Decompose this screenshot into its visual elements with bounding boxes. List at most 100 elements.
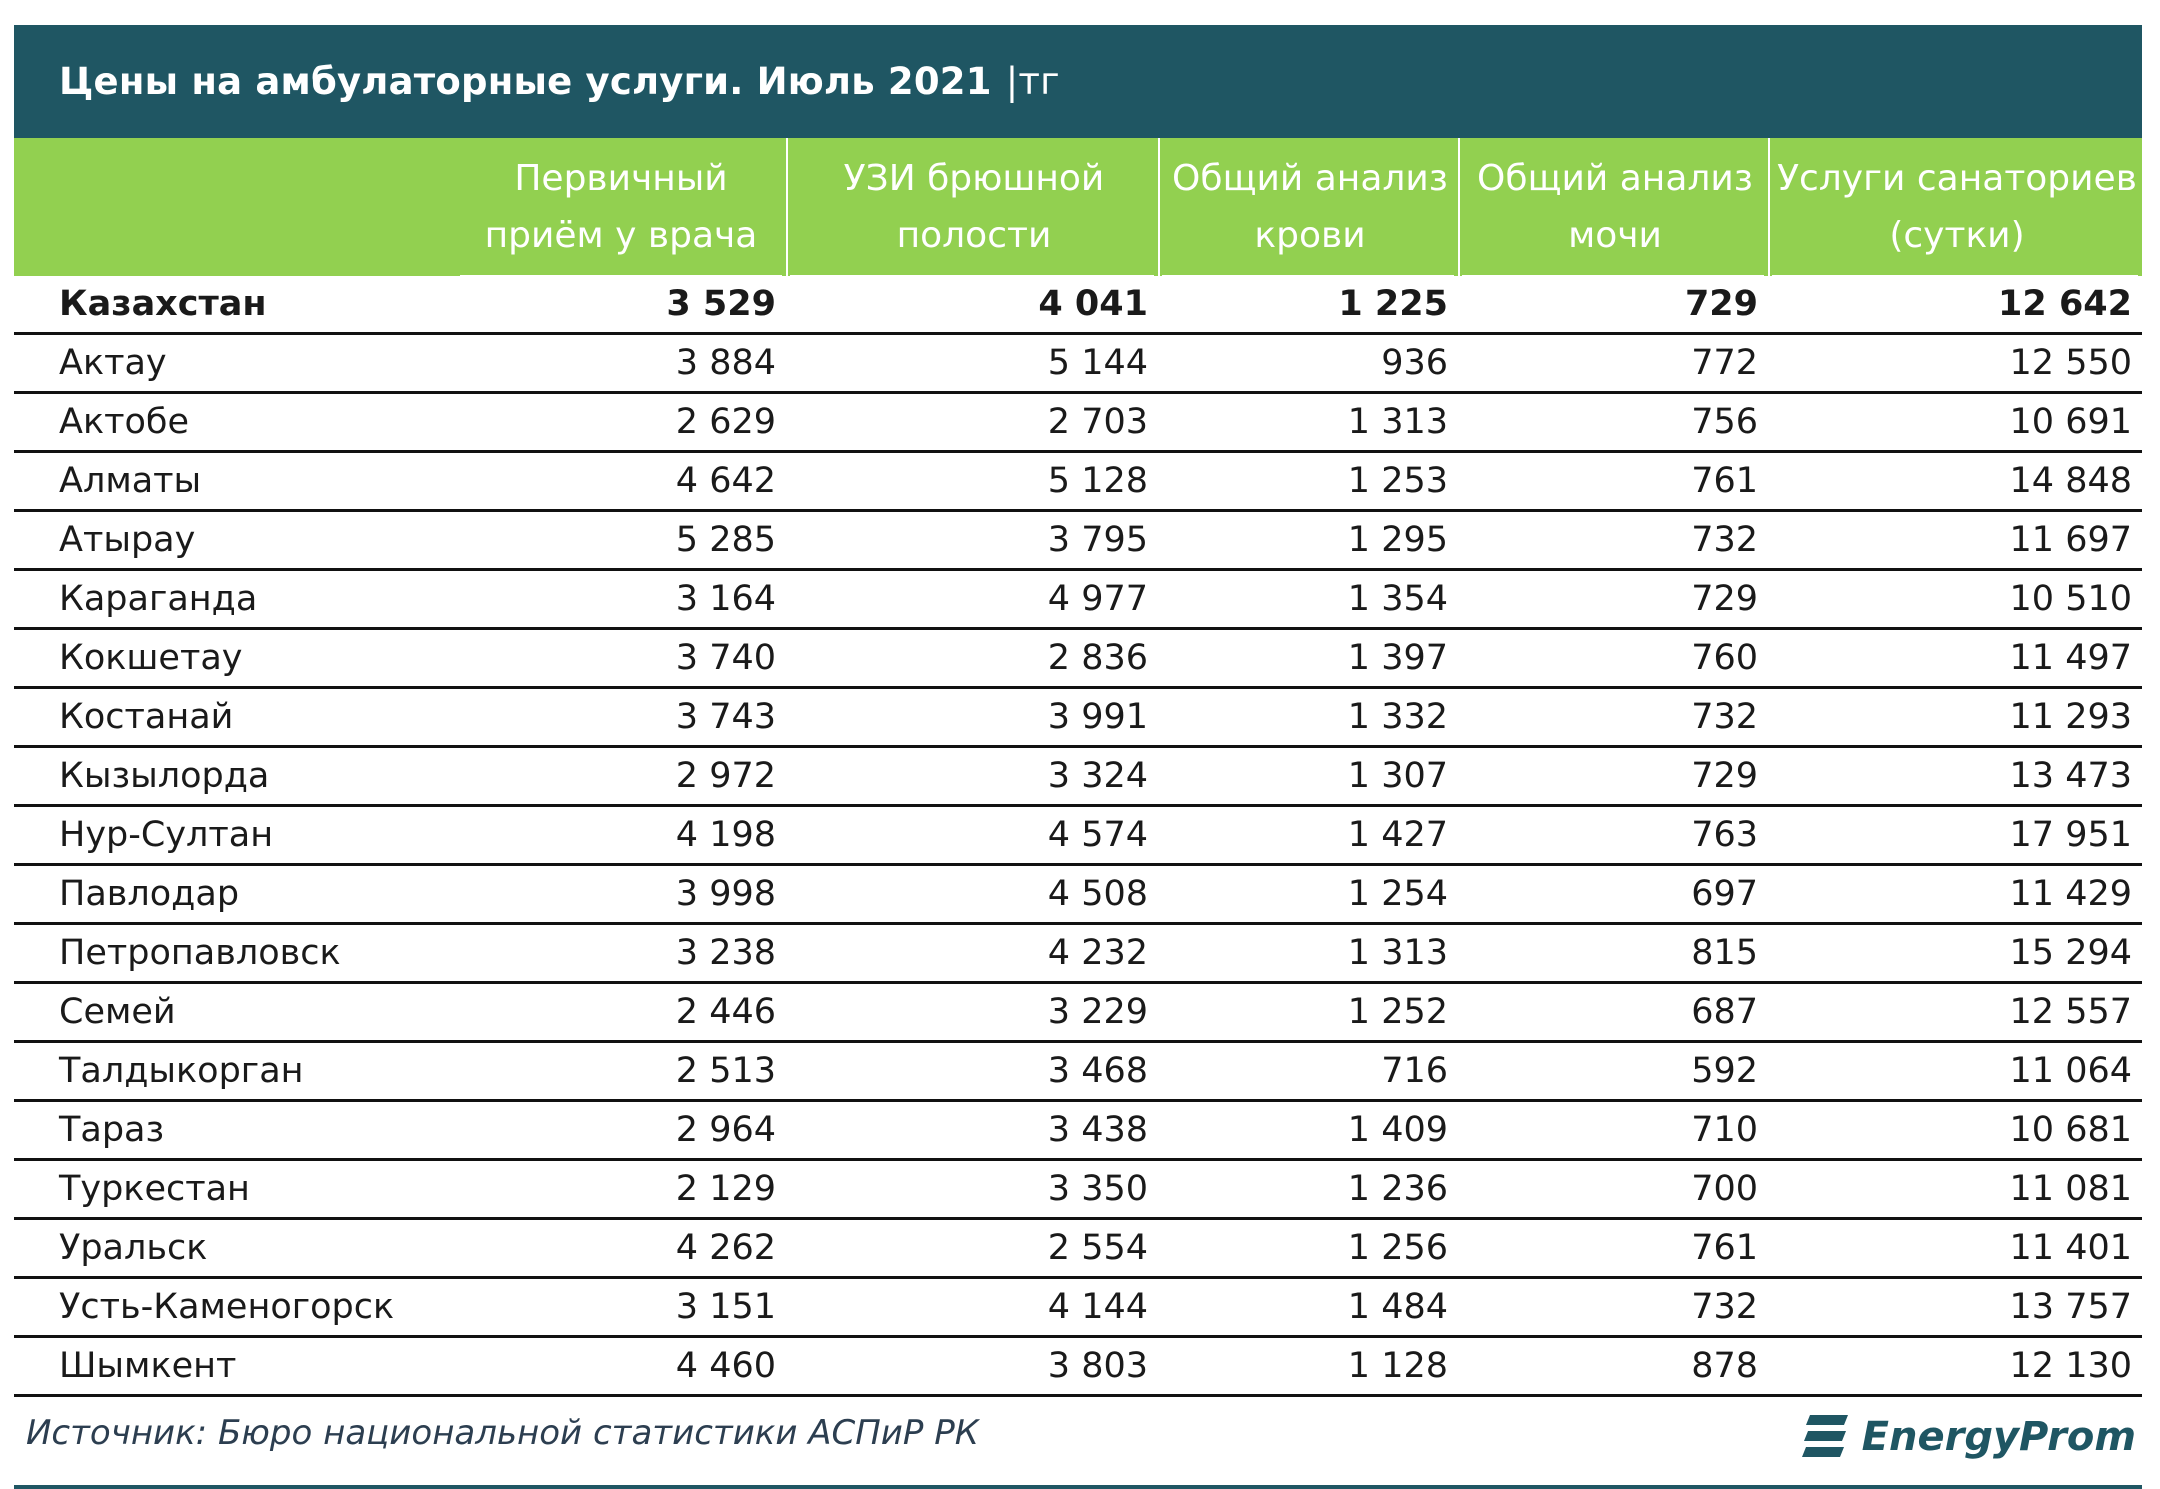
region-cell: Кызылорда: [14, 745, 456, 806]
price-cell: 1 409: [1158, 1099, 1458, 1160]
price-cell: 1 254: [1158, 863, 1458, 924]
region-cell: Петропавловск: [14, 922, 456, 983]
column-header-row: Первичный приём у врача УЗИ брюшной полости…: [14, 138, 2144, 278]
price-cell: 1 295: [1158, 509, 1458, 570]
price-cell: 3 795: [786, 509, 1158, 570]
column-header-underline: [460, 275, 782, 278]
table-row: Уральск 4 262 2 554 1 256 761 11 401: [14, 1217, 2142, 1278]
region-cell: Талдыкорган: [14, 1040, 456, 1101]
price-cell: 697: [1458, 863, 1768, 924]
source-note: Источник: Бюро национальной статистики А…: [26, 1413, 979, 1453]
price-cell: 592: [1458, 1040, 1768, 1101]
price-cell: 710: [1458, 1099, 1768, 1160]
price-cell: 4 041: [1038, 284, 1148, 324]
price-cell: 12 550: [1768, 332, 2142, 393]
price-cell: 11 429: [1768, 863, 2142, 924]
column-header-line: Первичный: [514, 158, 728, 199]
price-cell: 4 977: [786, 568, 1158, 629]
price-cell: 11 697: [1768, 509, 2142, 570]
price-cell: 1 427: [1158, 804, 1458, 865]
price-cell: 4 460: [456, 1335, 786, 1397]
price-cell: 5 285: [456, 509, 786, 570]
table-row: Петропавловск 3 238 4 232 1 313 815 15 294: [14, 922, 2142, 983]
table-row: Талдыкорган 2 513 3 468 716 592 11 064: [14, 1040, 2142, 1101]
price-cell: 11 497: [1768, 627, 2142, 688]
price-cell: 11 401: [1768, 1217, 2142, 1278]
column-header: Общий анализ крови: [1158, 138, 1460, 276]
price-cell: 1 397: [1158, 627, 1458, 688]
price-cell: 3 324: [786, 745, 1158, 806]
price-cell: 878: [1458, 1335, 1768, 1397]
price-cell: 2 554: [786, 1217, 1158, 1278]
table-row-total: Казахстан 3 529 4 041 1 225 729 12 642: [14, 276, 2142, 334]
price-cell: 4 232: [786, 922, 1158, 983]
bottom-rule: [14, 1485, 2142, 1489]
table-row: Шымкент 4 460 3 803 1 128 878 12 130: [14, 1335, 2142, 1397]
price-cell: 1 128: [1158, 1335, 1458, 1397]
table-row: Нур-Султан 4 198 4 574 1 427 763 17 951: [14, 804, 2142, 865]
price-cell: 760: [1458, 627, 1768, 688]
price-cell: 729: [1458, 745, 1768, 806]
column-header-line: Услуги санаториев: [1777, 158, 2137, 199]
column-header-underline: [1462, 275, 1764, 278]
price-cell: 1 354: [1158, 568, 1458, 629]
region-cell: Уральск: [14, 1217, 456, 1278]
energyprom-logo: EnergyProm: [1800, 1409, 2136, 1465]
table-row: Актобе 2 629 2 703 1 313 756 10 691: [14, 391, 2142, 452]
price-cell: 3 884: [456, 332, 786, 393]
price-cell: 3 238: [456, 922, 786, 983]
table-footer: Источник: Бюро национальной статистики А…: [14, 1397, 2142, 1489]
price-cell: 2 446: [456, 981, 786, 1042]
price-cell: 815: [1458, 922, 1768, 983]
price-cell: 13 757: [1768, 1276, 2142, 1337]
price-cell: 3 350: [786, 1158, 1158, 1219]
table-row: Кызылорда 2 972 3 324 1 307 729 13 473: [14, 745, 2142, 806]
price-cell: 3 438: [786, 1099, 1158, 1160]
table-row: Атырау 5 285 3 795 1 295 732 11 697: [14, 509, 2142, 570]
column-header: Общий анализ мочи: [1458, 138, 1770, 276]
region-cell: Актобе: [14, 391, 456, 452]
price-cell: 10 510: [1768, 568, 2142, 629]
region-cell: Кокшетау: [14, 627, 456, 688]
region-cell: Казахстан: [59, 284, 267, 324]
price-cell: 1 307: [1158, 745, 1458, 806]
price-cell: 4 642: [456, 450, 786, 511]
price-cell: 1 484: [1158, 1276, 1458, 1337]
column-header-underline: [1162, 275, 1454, 278]
price-cell: 1 253: [1158, 450, 1458, 511]
region-cell: Павлодар: [14, 863, 456, 924]
region-cell: Костанай: [14, 686, 456, 747]
column-header-line: УЗИ брюшной: [843, 158, 1105, 199]
price-cell: 732: [1458, 509, 1768, 570]
price-cell: 1 252: [1158, 981, 1458, 1042]
price-table: Казахстан 3 529 4 041 1 225 729 12 642 Актау 3 …: [14, 276, 2142, 1397]
price-cell: 11 081: [1768, 1158, 2142, 1219]
price-cell: 936: [1158, 332, 1458, 393]
price-cell: 10 691: [1768, 391, 2142, 452]
price-cell: 3 529: [666, 284, 776, 324]
price-cell: 12 642: [1998, 284, 2132, 324]
table-row: Костанай 3 743 3 991 1 332 732 11 293: [14, 686, 2142, 747]
table-row: Алматы 4 642 5 128 1 253 761 14 848: [14, 450, 2142, 511]
price-cell: 1 313: [1158, 391, 1458, 452]
price-cell: 17 951: [1768, 804, 2142, 865]
logo-mark-icon: [1801, 1415, 1848, 1457]
column-header-line: (сутки): [1889, 215, 2025, 256]
price-cell: 3 468: [786, 1040, 1158, 1101]
region-cell: Шымкент: [14, 1335, 456, 1397]
region-cell: Тараз: [14, 1099, 456, 1160]
price-cell: 5 128: [786, 450, 1158, 511]
column-header-line: Общий анализ: [1172, 158, 1448, 199]
table-row: Кокшетау 3 740 2 836 1 397 760 11 497: [14, 627, 2142, 688]
price-cell: 3 991: [786, 686, 1158, 747]
price-cell: 2 972: [456, 745, 786, 806]
price-cell: 761: [1458, 1217, 1768, 1278]
region-cell: Усть-Каменогорск: [14, 1276, 456, 1337]
region-cell: Атырау: [14, 509, 456, 570]
price-cell: 3 229: [786, 981, 1158, 1042]
price-cell: 11 293: [1768, 686, 2142, 747]
table-title-bar: Цены на амбулаторные услуги. Июль 2021 |…: [14, 25, 2142, 138]
table-row: Усть-Каменогорск 3 151 4 144 1 484 732 13 757: [14, 1276, 2142, 1337]
price-cell: 2 513: [456, 1040, 786, 1101]
column-header: Услуги санаториев (сутки): [1768, 138, 2144, 276]
